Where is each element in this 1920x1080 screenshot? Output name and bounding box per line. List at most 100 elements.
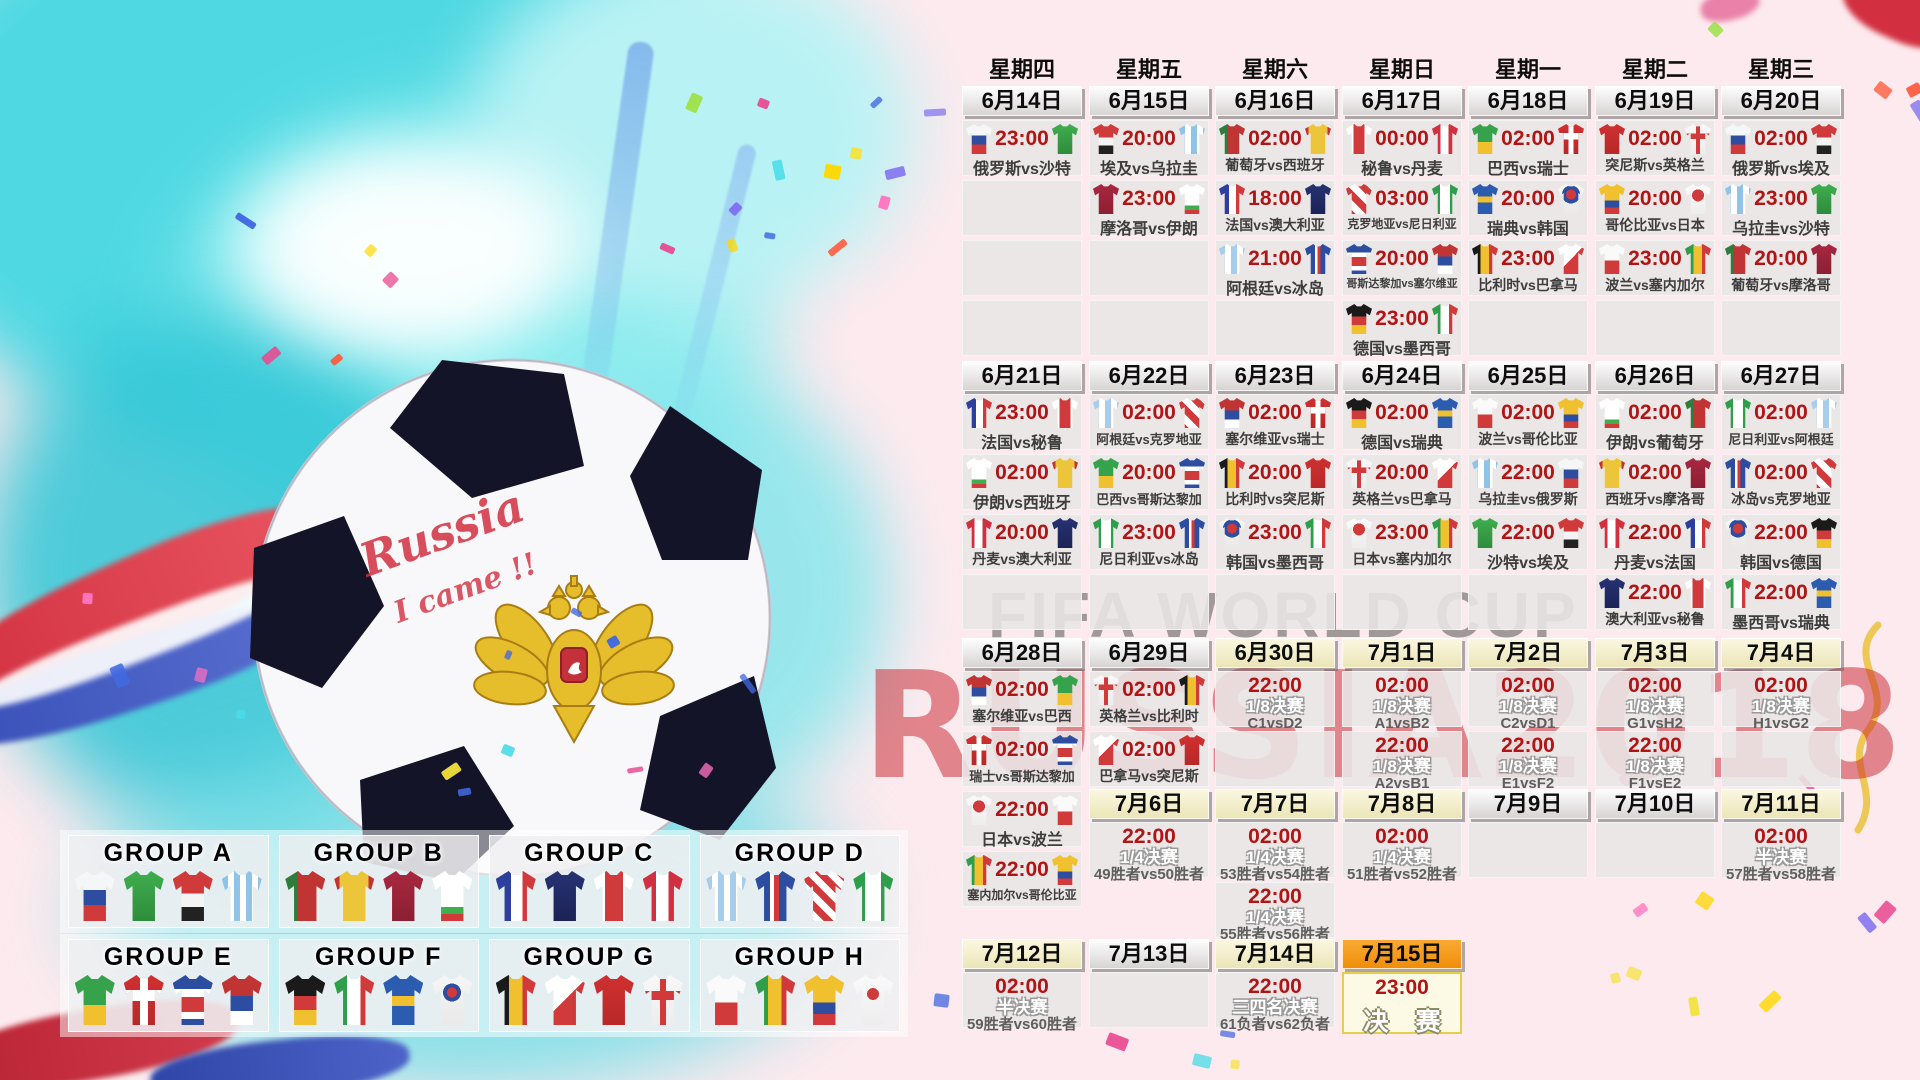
jersey-france-icon [1219,184,1245,214]
confetti-piece [850,146,863,160]
empty-cell [1089,972,1209,1028]
kickoff-time: 22:00 [1754,581,1808,604]
jersey-mexico-icon [334,975,375,1025]
kickoff-time: 02:00 [1754,461,1808,484]
match-top-row: 20:00 [963,515,1081,548]
jersey-mexico-icon [1725,578,1751,608]
jersey-uruguay-icon [1472,458,1498,488]
date-header: 6月27日 [1721,361,1841,391]
jersey-australia-icon [1599,578,1625,608]
match-teams: 德国vs墨西哥 [1353,341,1451,358]
date-header: 6月24日 [1342,361,1462,391]
jersey-iran-icon [966,458,992,488]
match-teams: 比利时vs突尼斯 [1225,491,1325,507]
jersey-iceland-icon [1179,518,1205,548]
kickoff-time: 03:00 [1375,187,1429,210]
jersey-russia-icon [74,871,115,921]
match-cell: 21:00 阿根廷vs冰岛 [1215,240,1335,298]
date-header: 7月3日 [1595,638,1715,668]
jersey-costarica-icon [1346,244,1372,274]
match-teams: 秘鲁vs丹麦 [1361,161,1443,178]
pairing-label: F1vsE2 [1628,775,1682,792]
jersey-nigeria-icon [1093,518,1119,548]
jersey-panama-icon [1432,458,1458,488]
gold-ribbon-curl [1854,621,1882,834]
confetti-piece [1873,80,1894,100]
jersey-germany-icon [285,975,326,1025]
match-teams: 丹麦vs澳大利亚 [972,551,1072,567]
kickoff-time: 22:00 [1122,825,1176,848]
empty-cell [1595,300,1715,356]
knockout-cell: 02:00 1/4决赛 53胜者vs54胜者 [1215,822,1335,883]
match-teams: 韩国vs墨西哥 [1226,555,1324,572]
kickoff-time: 02:00 [1628,674,1682,697]
jersey-mexico-icon [1432,304,1458,334]
kickoff-time: 02:00 [1122,738,1176,761]
date-header: 6月16日 [1215,86,1335,116]
match-teams: 突尼斯vs英格兰 [1605,157,1705,173]
match-top-row: 02:00 [963,732,1081,765]
group-box-e: GROUP E [68,939,269,1032]
jersey-iran-icon [1179,184,1205,214]
kickoff-time: 20:00 [1248,461,1302,484]
match-cell: 02:00 瑞士vs哥斯达黎加 [962,731,1082,787]
jersey-saudi-icon [1052,124,1078,154]
jersey-senegal-icon [1432,518,1458,548]
match-teams: 澳大利亚vs秘鲁 [1605,611,1705,627]
jersey-sweden-icon [1432,398,1458,428]
jersey-poland-icon [1472,398,1498,428]
jersey-portugal-icon [285,871,326,921]
date-header: 7月11日 [1721,789,1841,819]
match-cell: 02:00 西班牙vs摩洛哥 [1595,454,1715,510]
match-cell: 18:00 法国vs澳大利亚 [1215,180,1335,236]
round-label: 1/4决赛 [1373,848,1431,867]
date-header: 7月10日 [1595,789,1715,819]
jersey-iceland-icon [1725,458,1751,488]
groups-row-1: GROUP A GROUP B GROUP C GROUP D [60,830,908,933]
soccer-ball: Russia I came !! [250,358,776,882]
kickoff-time: 22:00 [1501,461,1555,484]
jersey-saudi-icon [1472,518,1498,548]
confetti-piece [1632,901,1649,918]
kickoff-time: 20:00 [1501,187,1555,210]
jersey-panama-icon [1093,735,1119,765]
kickoff-time: 02:00 [995,461,1049,484]
jersey-serbia-icon [966,675,992,705]
match-cell: 00:00 秘鲁vs丹麦 [1342,120,1462,178]
match-teams: 阿根廷vs克罗地亚 [1096,432,1202,447]
jersey-russia-icon [1558,458,1584,488]
match-top-row: 00:00 [1343,121,1461,154]
empty-cell [1342,574,1462,630]
match-top-row: 02:00 [1469,395,1587,428]
match-top-row: 22:00 [1469,515,1587,548]
white-highlight [200,120,620,380]
pairing-label: 49胜者vs50胜者 [1093,866,1205,883]
kickoff-time: 23:00 [1375,976,1429,999]
kickoff-time: 02:00 [1501,674,1555,697]
knockout-cell: 22:00 1/4决赛 55胜者vs56胜者 [1215,882,1335,943]
kickoff-time: 02:00 [1754,127,1808,150]
kickoff-time: 23:00 [1375,521,1429,544]
match-teams: 塞尔维亚vs瑞士 [1225,431,1325,447]
kickoff-time: 22:00 [1628,734,1682,757]
confetti-piece [1609,971,1622,985]
pairing-label: 57胜者vs58胜者 [1725,866,1837,883]
jersey-costarica-icon [172,975,213,1025]
date-header: 6月21日 [962,361,1082,391]
match-top-row: 23:00 [1216,515,1334,548]
jersey-colombia-icon [1052,855,1078,885]
match-cell: 22:00 乌拉圭vs俄罗斯 [1468,454,1588,510]
match-cell: 20:00 巴西vs哥斯达黎加 [1089,454,1209,510]
date-header: 6月26日 [1595,361,1715,391]
match-cell: 23:00 法国vs秘鲁 [962,394,1082,452]
kickoff-time: 20:00 [1628,187,1682,210]
match-cell: 02:00 突尼斯vs英格兰 [1595,120,1715,176]
match-cell: 02:00 塞尔维亚vs巴西 [962,671,1082,727]
date-header: 7月13日 [1089,939,1209,969]
weekday-label: 星期五 [1115,57,1182,82]
jersey-belgium-icon [1219,458,1245,488]
match-top-row: 02:00 [1216,121,1334,154]
match-teams: 法国vs澳大利亚 [1225,217,1325,233]
kickoff-time: 00:00 [1375,127,1429,150]
group-jerseys [701,975,900,1025]
